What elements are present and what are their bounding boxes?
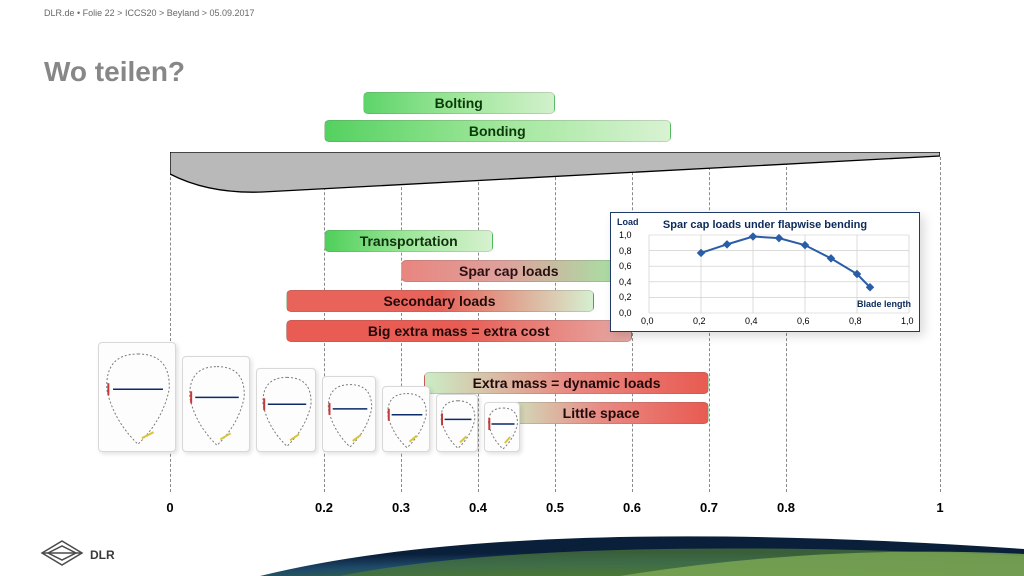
inset-xlabel: Blade length: [857, 299, 911, 309]
inset-title: Spar cap loads under flapwise bending: [611, 219, 919, 231]
slide-header: DLR.de • Folie 22 > ICCS20 > Beyland > 0…: [44, 8, 255, 18]
dlr-logo-icon: [40, 538, 84, 568]
cross-section-card: [436, 394, 478, 452]
inset-xtick: 0,0: [641, 316, 654, 326]
cross-section-card: [256, 368, 316, 452]
chart-area: 00.20.30.40.50.60.70.81BoltingBondingTra…: [170, 92, 940, 502]
inset-xtick: 0,6: [797, 316, 810, 326]
dlr-logo-text: DLR: [90, 548, 115, 562]
page-title: Wo teilen?: [44, 56, 185, 88]
inset-ylabel: Load: [617, 217, 639, 227]
inset-xtick: 0,4: [745, 316, 758, 326]
cross-section-card: [98, 342, 176, 452]
inset-xtick: 1,0: [901, 316, 914, 326]
inset-ytick: 0,0: [619, 308, 632, 318]
inset-ytick: 0,6: [619, 261, 632, 271]
axis-tick: [940, 157, 941, 492]
inset-xtick: 0,8: [849, 316, 862, 326]
cross-section-card: [322, 376, 376, 452]
inset-chart: Spar cap loads under flapwise bendingLoa…: [610, 212, 920, 332]
inset-xtick: 0,2: [693, 316, 706, 326]
cross-section-card: [484, 402, 520, 452]
footer-earth-strip: [0, 534, 1024, 576]
inset-ytick: 0,4: [619, 277, 632, 287]
inset-ytick: 1,0: [619, 230, 632, 240]
inset-ytick: 0,8: [619, 246, 632, 256]
footer: DLR: [0, 534, 1024, 576]
cross-section-card: [182, 356, 250, 452]
cross-section-card: [382, 386, 430, 452]
inset-ytick: 0,2: [619, 292, 632, 302]
